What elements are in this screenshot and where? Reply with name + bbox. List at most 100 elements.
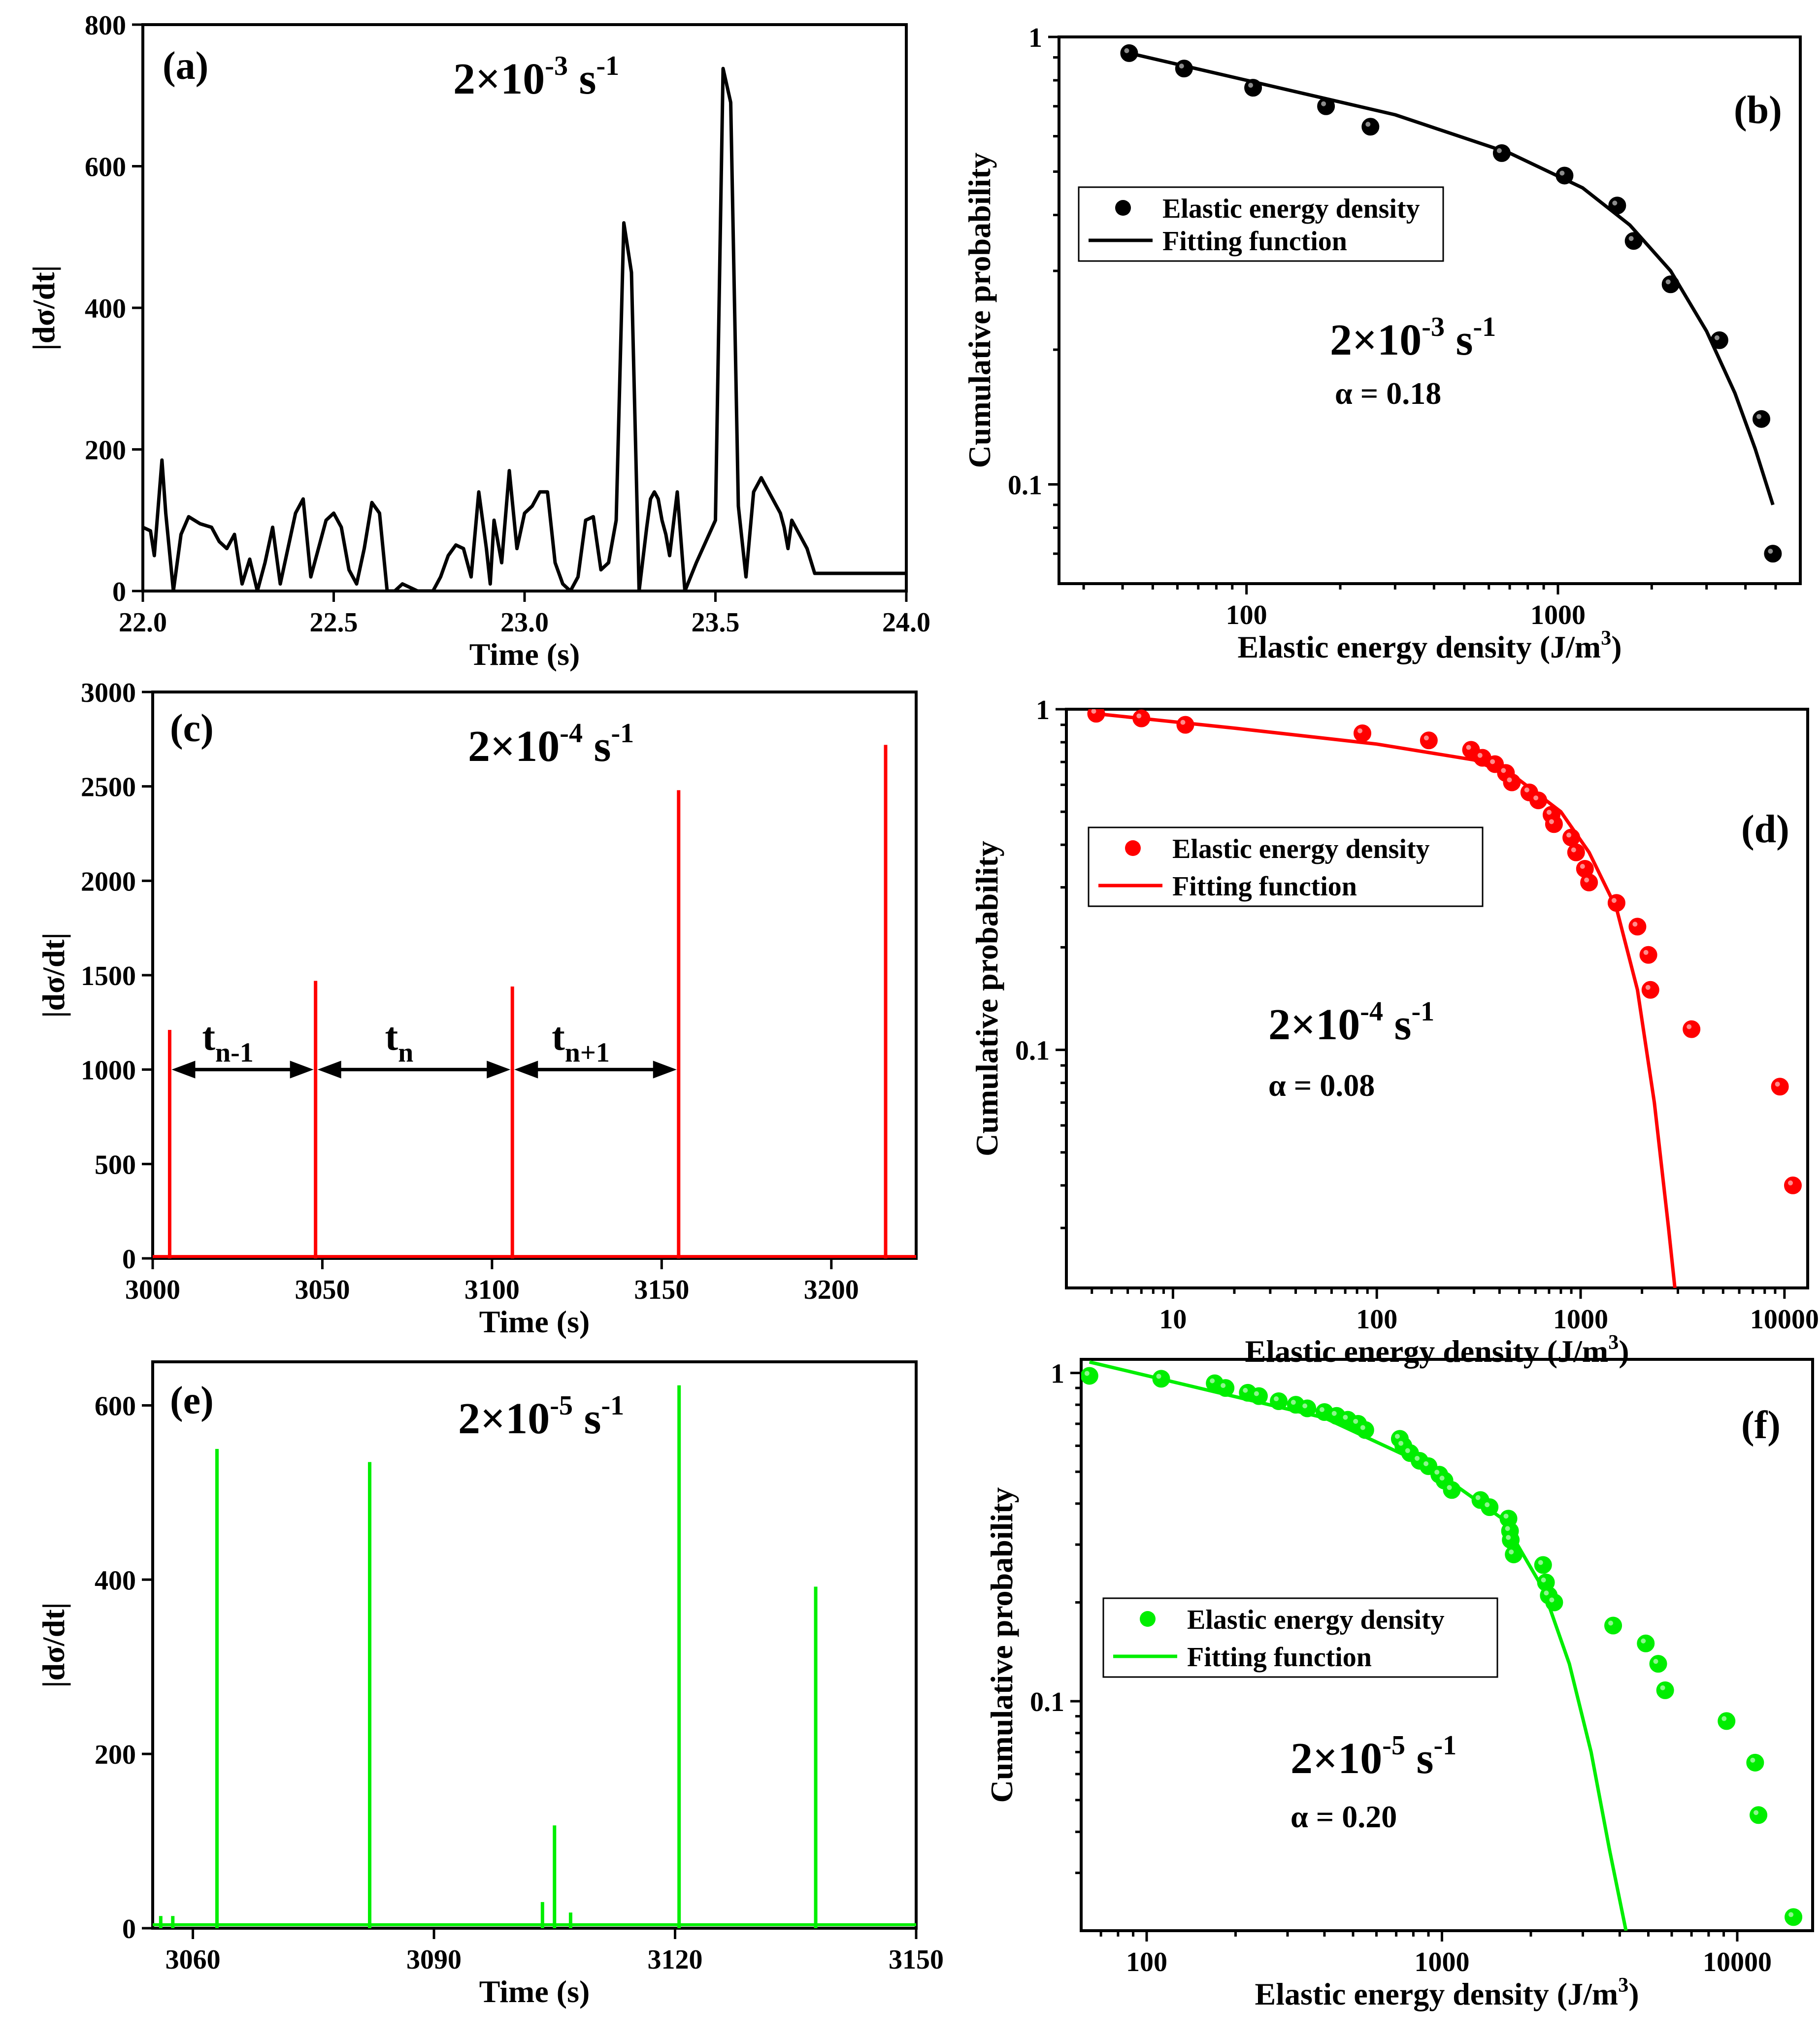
data-point-highlight <box>1538 1560 1543 1565</box>
data-point-highlight <box>1179 64 1184 69</box>
data-point-highlight <box>1541 1578 1546 1583</box>
x-tick-label: 23.0 <box>500 607 549 638</box>
data-point-highlight <box>1524 787 1529 792</box>
strain-rate-base: 2×10 <box>1268 1000 1360 1049</box>
x-tick-label: 3120 <box>648 1944 703 1975</box>
data-point-highlight <box>1505 1526 1510 1531</box>
data-point-highlight <box>1343 1415 1348 1420</box>
fit-curve <box>1128 51 1775 506</box>
x-tick-label: 10000 <box>1703 1947 1772 1977</box>
data-point <box>1298 1399 1317 1417</box>
data-point-highlight <box>1477 753 1483 758</box>
strain-rate-unit-exponent: -1 <box>596 51 619 81</box>
data-point <box>1529 791 1548 810</box>
data-point-highlight <box>1221 1383 1226 1388</box>
data-point <box>1624 232 1643 250</box>
data-point-highlight <box>1434 1470 1440 1475</box>
data-point-highlight <box>1571 847 1576 853</box>
data-point-highlight <box>1653 1659 1658 1664</box>
strain-rate-unit: s <box>1383 1000 1412 1049</box>
x-tick-label: 3200 <box>804 1275 859 1305</box>
data-point-highlight <box>1485 1502 1490 1508</box>
y-tick-label: 0.1 <box>1015 1036 1050 1066</box>
y-tick-label: 0 <box>122 1244 136 1275</box>
strain-rate-exponent: -5 <box>1382 1730 1405 1761</box>
data-point-highlight <box>1687 1024 1692 1029</box>
x-axis-label-superscript: 3 <box>1608 1331 1619 1354</box>
y-tick-label: 600 <box>85 152 126 183</box>
plot-frame <box>141 23 908 593</box>
plot-frame <box>1080 1358 1814 1932</box>
data-point-highlight <box>1549 1597 1555 1603</box>
data-point-highlight <box>1394 1434 1400 1439</box>
y-tick-label: 1 <box>1036 695 1050 725</box>
alpha-value: α = 0.08 <box>1268 1068 1375 1103</box>
data-point-highlight <box>1566 832 1572 838</box>
data-point <box>1270 1392 1288 1411</box>
y-tick-label: 800 <box>85 10 126 41</box>
data-point <box>1637 1634 1655 1652</box>
legend-label-fit: Fitting function <box>1162 226 1347 257</box>
interval-arrow-head-right <box>487 1060 511 1079</box>
x-tick-label: 100 <box>1126 1947 1167 1977</box>
strain-rate-label: 2×10-3 s-1 <box>1330 312 1496 364</box>
data-layer <box>1081 1360 1803 1931</box>
strain-rate-unit-exponent: -1 <box>1473 312 1496 342</box>
x-tick-label: 3000 <box>125 1275 180 1305</box>
data-point <box>1317 97 1335 115</box>
data-point-highlight <box>1608 1620 1614 1626</box>
data-point-highlight <box>1787 1180 1793 1185</box>
y-tick-label: 3000 <box>81 678 136 708</box>
data-layer <box>153 745 916 1258</box>
data-point-highlight <box>1612 200 1618 206</box>
data-point-highlight <box>1768 549 1773 554</box>
strain-rate-exponent: -4 <box>1360 996 1383 1027</box>
data-point <box>1545 1593 1563 1612</box>
data-point <box>1175 60 1193 78</box>
interval-label-subscript: n <box>398 1038 413 1068</box>
data-point <box>1604 1616 1622 1635</box>
strain-rate-unit: s <box>573 1394 601 1443</box>
data-point-highlight <box>1643 950 1649 955</box>
x-tick-label: 23.5 <box>692 607 740 638</box>
data-point <box>1503 773 1521 791</box>
data-point-highlight <box>1611 898 1617 903</box>
data-point <box>1443 1481 1461 1499</box>
x-axis-label: Time (s) <box>469 637 580 672</box>
panel-f-cumulative-probability: 100 1000 10000 0.1 1 Elastic energy density (… <box>984 1358 1814 2011</box>
strain-rate-exponent: -5 <box>550 1390 573 1421</box>
data-point-highlight <box>1398 1441 1404 1446</box>
interval-label: tn+1 <box>552 1016 610 1068</box>
data-point-highlight <box>1319 1407 1324 1413</box>
data-point-highlight <box>1302 1403 1308 1409</box>
x-tick-label: 1000 <box>1414 1947 1469 1977</box>
x-axis-label-text: Time (s) <box>479 1974 590 2009</box>
data-point-highlight <box>1291 1400 1296 1405</box>
data-point-highlight <box>1180 720 1186 725</box>
legend-label-fit: Fitting function <box>1172 871 1357 902</box>
data-point <box>1608 197 1626 215</box>
data-point-highlight <box>1365 122 1371 127</box>
x-axis-label: Elastic energy density (J/m3) <box>1238 627 1622 664</box>
data-point-highlight <box>1136 713 1142 719</box>
strain-rate-base: 2×10 <box>1291 1734 1382 1783</box>
alpha-value: α = 0.18 <box>1335 376 1441 411</box>
data-point <box>1217 1379 1235 1397</box>
data-point-highlight <box>1156 1374 1161 1379</box>
x-tick-label: 24.0 <box>882 607 930 638</box>
data-point <box>1534 1556 1552 1574</box>
legend-label-fit: Fitting function <box>1187 1642 1372 1673</box>
interval-label: tn-1 <box>202 1016 253 1068</box>
panel-c-time-series: 3000 3050 3100 3150 3200 0 500 1000 1500 2000 2500… <box>36 678 918 1339</box>
data-point <box>1628 918 1647 936</box>
x-tick-label: 10000 <box>1750 1304 1819 1335</box>
x-tick-label: 3060 <box>165 1944 221 1975</box>
data-point-highlight <box>1641 1638 1646 1644</box>
data-point-highlight <box>1243 1387 1248 1393</box>
strain-rate-unit-exponent: -1 <box>601 1390 624 1421</box>
interval-arrow-head-left <box>317 1060 341 1079</box>
panel-a-time-series: 22.0 22.5 23.0 23.5 24.0 0 200 400 600 800 Time (s… <box>26 10 930 672</box>
x-axis-label-end: ) <box>1611 629 1621 664</box>
data-point-highlight <box>1496 148 1502 153</box>
data-point-highlight <box>1091 709 1096 714</box>
